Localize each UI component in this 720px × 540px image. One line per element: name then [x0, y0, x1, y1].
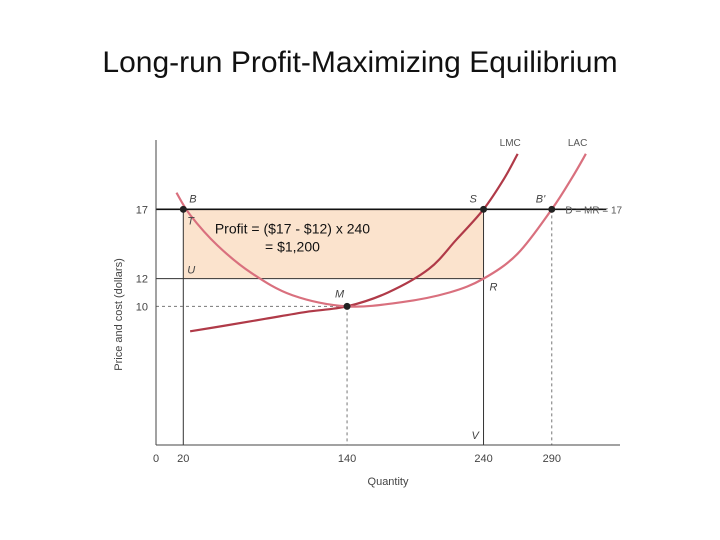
point-label-v: V — [472, 430, 481, 442]
point-label-u: U — [187, 265, 195, 277]
x-tick-140: 140 — [338, 453, 356, 465]
point-bprime-marker — [548, 205, 556, 213]
y-tick-17: 17 — [136, 204, 148, 216]
point-label-bprime: B' — [536, 193, 546, 205]
point-s-marker — [480, 205, 488, 213]
x-tick-290: 290 — [543, 453, 561, 465]
profit-area — [183, 209, 484, 279]
y-axis-title: Price and cost (dollars) — [113, 258, 125, 371]
series-lmc-line — [189, 153, 519, 333]
y-tick-12: 12 — [136, 274, 148, 286]
series-d-mr-17-label: D = MR = 17 — [565, 205, 622, 216]
point-label-r: R — [490, 282, 498, 294]
x-tick-0: 0 — [153, 453, 159, 465]
slide-title: Long-run Profit-Maximizing Equilibrium — [102, 46, 618, 79]
point-b-marker — [179, 205, 187, 213]
point-label-b: B — [189, 193, 196, 205]
x-tick-240: 240 — [474, 453, 492, 465]
point-label-t: T — [187, 215, 195, 227]
series-lac-label: LAC — [568, 138, 587, 149]
point-label-s: S — [470, 193, 478, 205]
point-m-marker — [343, 302, 351, 310]
x-axis-title: Quantity — [368, 476, 409, 488]
profit-annotation-line1: Profit = ($17 - $12) x 240 — [215, 220, 370, 236]
profit-annotation-line2: = $1,200 — [265, 238, 320, 254]
series-lmc-label: LMC — [500, 138, 521, 149]
x-tick-20: 20 — [177, 453, 189, 465]
point-label-m: M — [335, 288, 345, 300]
y-tick-10: 10 — [136, 301, 148, 313]
